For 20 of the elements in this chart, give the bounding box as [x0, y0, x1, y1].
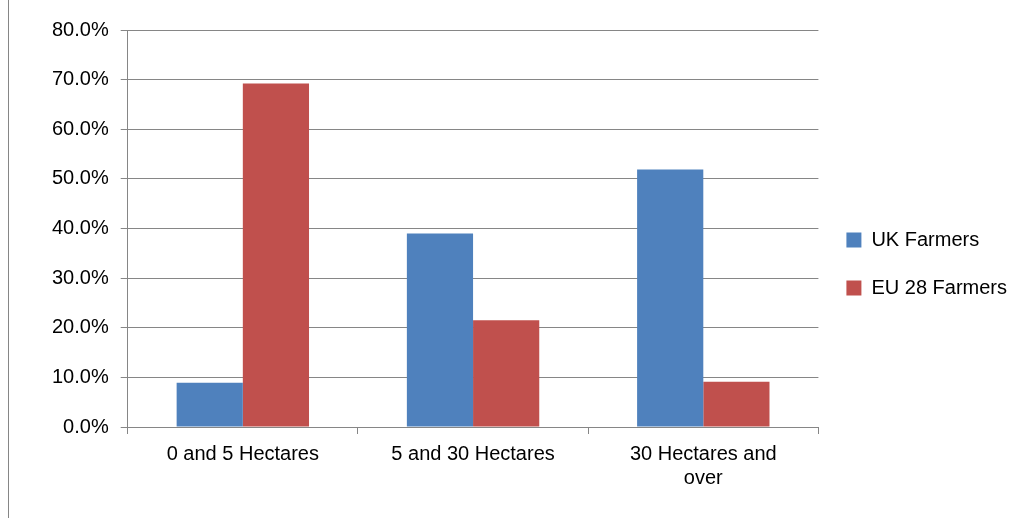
- y-tick-label: 0.0%: [63, 414, 109, 437]
- x-tick-label: 0 and 5 Hectares: [166, 441, 319, 464]
- legend-label: EU 28 Farmers: [871, 275, 1008, 298]
- y-tick-label: 60.0%: [51, 116, 109, 139]
- x-tick-label: 5 and 30 Hectares: [391, 441, 555, 464]
- y-tick-label: 50.0%: [51, 166, 109, 189]
- x-tick-label: 30 Hectares and over: [629, 441, 777, 488]
- bar: [406, 233, 474, 427]
- y-tick-label: 20.0%: [51, 315, 109, 338]
- y-tick-label: 10.0%: [51, 364, 109, 387]
- legend-label: UK Farmers: [871, 227, 980, 250]
- y-tick-label: 40.0%: [51, 216, 109, 239]
- bar: [637, 169, 704, 427]
- y-tick-label: 80.0%: [51, 17, 109, 40]
- y-tick-label: 30.0%: [51, 265, 109, 288]
- bar: [703, 381, 770, 427]
- bar: [242, 83, 310, 427]
- bar: [473, 320, 540, 427]
- y-tick-label: 70.0%: [51, 67, 109, 90]
- bar: [176, 382, 243, 427]
